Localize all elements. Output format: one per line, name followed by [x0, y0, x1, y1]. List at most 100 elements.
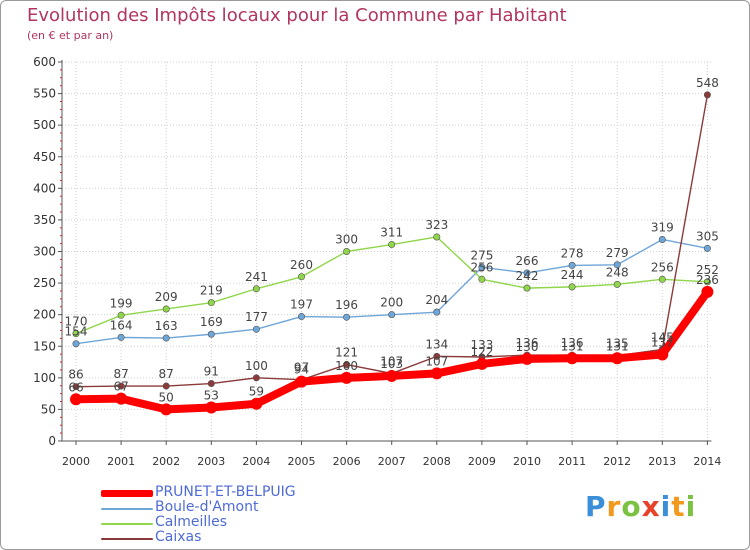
y-tick-label: 100 — [33, 371, 56, 385]
data-label: 94 — [294, 363, 309, 377]
legend-swatch — [101, 508, 153, 510]
data-point — [343, 361, 351, 369]
data-point — [613, 261, 621, 269]
data-label: 50 — [159, 390, 174, 404]
data-label: 242 — [516, 269, 539, 283]
data-label: 169 — [200, 315, 223, 329]
data-point — [343, 248, 351, 256]
data-point — [162, 334, 170, 342]
y-tick-label: 600 — [33, 55, 56, 69]
data-point — [521, 352, 533, 365]
y-tick-label: 350 — [33, 213, 56, 227]
logo-letter: t — [671, 490, 686, 523]
y-tick-label: 400 — [33, 181, 56, 195]
legend-swatch — [101, 538, 153, 540]
data-point — [117, 382, 125, 390]
logo-letter: i — [660, 490, 672, 523]
x-tick-label: 2000 — [62, 455, 90, 468]
y-tick-label: 200 — [33, 308, 56, 322]
data-label: 260 — [290, 258, 313, 272]
x-tick-label: 2007 — [378, 455, 406, 468]
data-label: 135 — [606, 337, 629, 351]
y-tick-label: 450 — [33, 150, 56, 164]
logo-letter: i — [685, 490, 697, 523]
x-tick-label: 2008 — [423, 455, 451, 468]
x-tick-label: 2006 — [333, 455, 361, 468]
data-point — [162, 382, 170, 390]
data-label: 170 — [65, 315, 88, 329]
x-tick-label: 2011 — [558, 455, 586, 468]
data-point — [430, 367, 443, 380]
data-label: 87 — [159, 367, 174, 381]
y-tick-label: 0 — [48, 434, 56, 448]
data-label: 131 — [606, 339, 629, 353]
data-point — [475, 357, 488, 370]
data-label: 266 — [516, 254, 539, 268]
data-label: 100 — [245, 359, 268, 373]
data-point — [478, 275, 486, 283]
x-tick-label: 2002 — [152, 455, 180, 468]
data-point — [162, 305, 170, 313]
data-point — [252, 325, 260, 333]
data-point — [703, 244, 711, 252]
data-label: 278 — [561, 246, 584, 260]
data-point — [72, 340, 80, 348]
data-label: 323 — [425, 218, 448, 232]
data-label: 145 — [651, 330, 674, 344]
data-label: 133 — [470, 338, 493, 352]
data-point — [568, 283, 576, 291]
data-label: 196 — [335, 298, 358, 312]
data-label: 279 — [606, 246, 629, 260]
data-label: 136 — [561, 336, 584, 350]
data-point — [703, 278, 711, 286]
data-label: 121 — [335, 346, 358, 360]
data-label: 305 — [696, 229, 719, 243]
data-label: 248 — [606, 265, 629, 279]
data-point — [388, 241, 396, 249]
data-label: 219 — [200, 284, 223, 298]
y-tick-label: 250 — [33, 276, 56, 290]
data-point — [385, 369, 398, 382]
data-label: 97 — [294, 361, 309, 375]
data-label: 163 — [155, 319, 178, 333]
data-point — [72, 383, 80, 391]
chart-title: Evolution des Impôts locaux pour la Comm… — [27, 5, 567, 26]
data-point — [250, 397, 263, 410]
data-label: 130 — [516, 340, 539, 354]
data-point — [297, 273, 305, 281]
x-tick-label: 2010 — [513, 455, 541, 468]
data-point — [611, 352, 624, 365]
logo-letter: x — [641, 490, 661, 523]
data-label: 197 — [290, 298, 313, 312]
data-point — [433, 308, 441, 316]
data-label: 311 — [380, 226, 403, 240]
data-label: 256 — [651, 260, 674, 274]
data-label: 256 — [470, 260, 493, 274]
data-label: 548 — [696, 76, 719, 90]
data-label: 137 — [651, 335, 674, 349]
data-point — [295, 375, 308, 388]
data-label: 91 — [204, 365, 219, 379]
data-label: 204 — [425, 293, 448, 307]
legend-swatch — [101, 490, 153, 497]
logo-letter: P — [585, 490, 607, 523]
data-label: 87 — [113, 367, 128, 381]
x-tick-label: 2012 — [603, 455, 631, 468]
data-label: 154 — [65, 325, 88, 339]
y-tick-label: 150 — [33, 339, 56, 353]
data-label: 53 — [204, 389, 219, 403]
data-point — [433, 352, 441, 360]
data-point — [207, 299, 215, 307]
data-label: 131 — [561, 339, 584, 353]
data-label: 244 — [561, 268, 584, 282]
data-point — [205, 401, 218, 414]
chart-subtitle: (en € et par an) — [27, 29, 114, 42]
x-tick-label: 2003 — [197, 455, 225, 468]
data-point — [658, 235, 666, 243]
data-point — [613, 280, 621, 288]
data-point — [252, 374, 260, 382]
x-tick-label: 2009 — [468, 455, 496, 468]
y-tick-label: 50 — [41, 402, 56, 416]
y-tick-label: 300 — [33, 245, 56, 259]
